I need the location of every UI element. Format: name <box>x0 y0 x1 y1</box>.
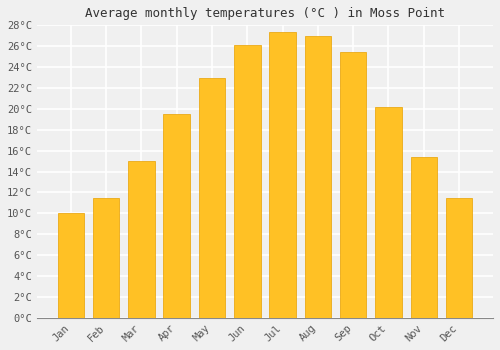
Bar <box>58 214 84 318</box>
Bar <box>304 36 331 318</box>
Bar <box>446 198 472 318</box>
Bar <box>164 114 190 318</box>
Bar <box>198 78 225 318</box>
Bar <box>340 52 366 318</box>
Bar <box>128 161 154 318</box>
Title: Average monthly temperatures (°C ) in Moss Point: Average monthly temperatures (°C ) in Mo… <box>85 7 445 20</box>
Bar <box>410 157 437 318</box>
Bar <box>234 45 260 318</box>
Bar <box>93 198 120 318</box>
Bar <box>375 107 402 318</box>
Bar <box>270 32 296 318</box>
